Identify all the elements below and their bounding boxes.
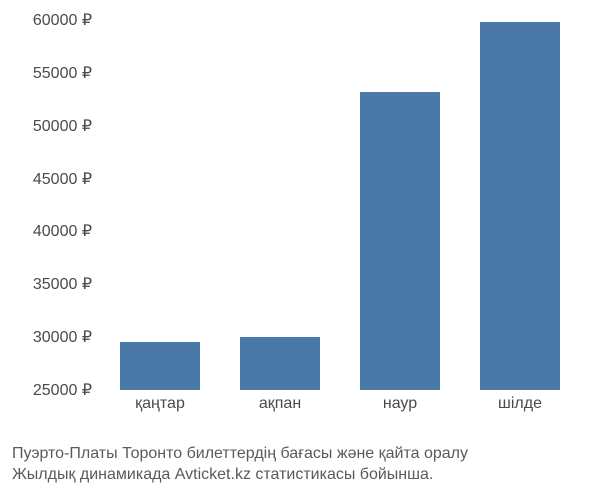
- y-tick-label: 45000 ₽: [33, 169, 92, 189]
- chart-caption: Пуэрто-Платы Торонто билеттердің бағасы …: [12, 443, 588, 486]
- plot-area: [100, 20, 580, 390]
- x-tick-label: шілде: [498, 395, 542, 413]
- bar: [120, 342, 199, 390]
- y-tick-label: 40000 ₽: [33, 221, 92, 241]
- caption-line-1: Пуэрто-Платы Торонто билеттердің бағасы …: [12, 443, 588, 465]
- price-chart: 25000 ₽ 30000 ₽ 35000 ₽ 40000 ₽ 45000 ₽ 50000…: [10, 20, 590, 440]
- x-axis: қаңтар ақпан наур шілде: [100, 395, 580, 425]
- y-tick-label: 50000 ₽: [33, 116, 92, 136]
- y-axis: 25000 ₽30000 ₽35000 ₽40000 ₽45000 ₽50000…: [10, 20, 100, 390]
- bar: [480, 22, 559, 390]
- y-tick-label: 30000 ₽: [33, 327, 92, 347]
- bar: [240, 337, 319, 390]
- x-tick-label: наур: [383, 395, 417, 413]
- x-tick-label: қаңтар: [135, 395, 185, 413]
- y-tick-label: 35000 ₽: [33, 274, 92, 294]
- y-tick-label: 60000 ₽: [33, 10, 92, 30]
- y-tick-label: 25000 ₽: [33, 380, 92, 400]
- y-tick-label: 55000 ₽: [33, 63, 92, 83]
- caption-line-2: Жылдық динамикада Avticket.kz статистика…: [12, 464, 588, 486]
- bar: [360, 92, 439, 390]
- x-tick-label: ақпан: [259, 395, 301, 413]
